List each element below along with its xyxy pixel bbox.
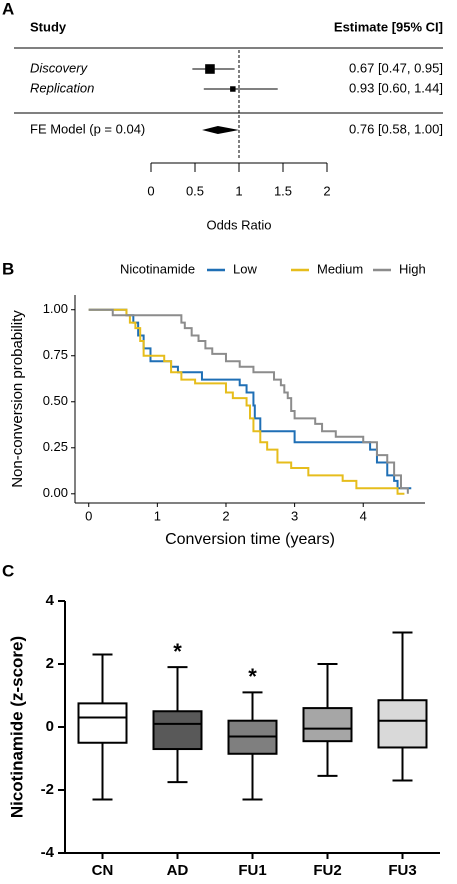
box [302,707,353,743]
panel-label: B [2,259,14,278]
x-tick-label: 1 [235,183,242,198]
x-tick-label: 1 [154,508,161,523]
summary-label: FE Model (p = 0.04) [30,121,145,136]
x-tick-label: 0.5 [186,183,204,198]
y-tick-label: 0.00 [43,485,68,500]
y-tick-label: 0.50 [43,393,68,408]
summary-estimate: 0.76 [0.58, 1.00] [349,121,443,136]
x-tick-label: 0 [85,508,92,523]
summary-diamond [202,126,239,134]
box [152,710,203,751]
x-tick-label: CN [92,862,114,879]
x-tick-label: 4 [360,508,367,523]
panel-label: A [2,0,14,18]
study-label: Discovery [30,60,89,75]
estimate-label: 0.67 [0.47, 0.95] [349,60,443,75]
x-axis-title: Conversion time (years) [165,531,335,548]
box [77,702,128,744]
y-tick-label: 0 [46,718,54,735]
x-tick-label: 2 [222,508,229,523]
y-tick-label: 0.75 [43,347,68,362]
column-header: Estimate [95% CI] [334,19,443,34]
legend-label: Low [233,261,257,276]
estimate-label: 0.93 [0.60, 1.44] [349,80,443,95]
y-axis-title: Nicotinamide (z-score) [7,636,26,818]
legend-title: Nicotinamide [120,261,195,276]
y-tick-label: 2 [46,655,54,672]
study-label: Replication [30,80,94,95]
estimate-square [230,86,236,92]
panel-label: C [2,561,14,580]
y-tick-label: 0.25 [43,439,68,454]
x-tick-label: 0 [147,183,154,198]
x-tick-label: 1.5 [274,183,292,198]
box [377,699,428,749]
x-tick-label: 3 [291,508,298,523]
y-tick-label: -4 [41,844,55,861]
significance-marker: * [248,664,257,689]
significance-marker: * [173,639,182,664]
x-tick-label: FU1 [238,862,266,879]
x-tick-label: AD [167,862,189,879]
y-tick-label: 1.00 [43,301,68,316]
y-tick-label: -2 [41,781,54,798]
x-axis-title: Odds Ratio [206,217,271,232]
survival-curve [88,308,405,495]
x-tick-label: FU2 [313,862,341,879]
survival-curve [88,308,412,490]
x-tick-label: 2 [323,183,330,198]
x-tick-label: FU3 [388,862,416,879]
y-axis-title: Non-conversion probability [9,310,26,488]
legend-label: High [399,261,426,276]
survival-curve [88,308,409,494]
legend-label: Medium [317,261,363,276]
y-tick-label: 4 [46,592,55,609]
column-header: Study [30,19,67,34]
estimate-square [205,64,215,74]
